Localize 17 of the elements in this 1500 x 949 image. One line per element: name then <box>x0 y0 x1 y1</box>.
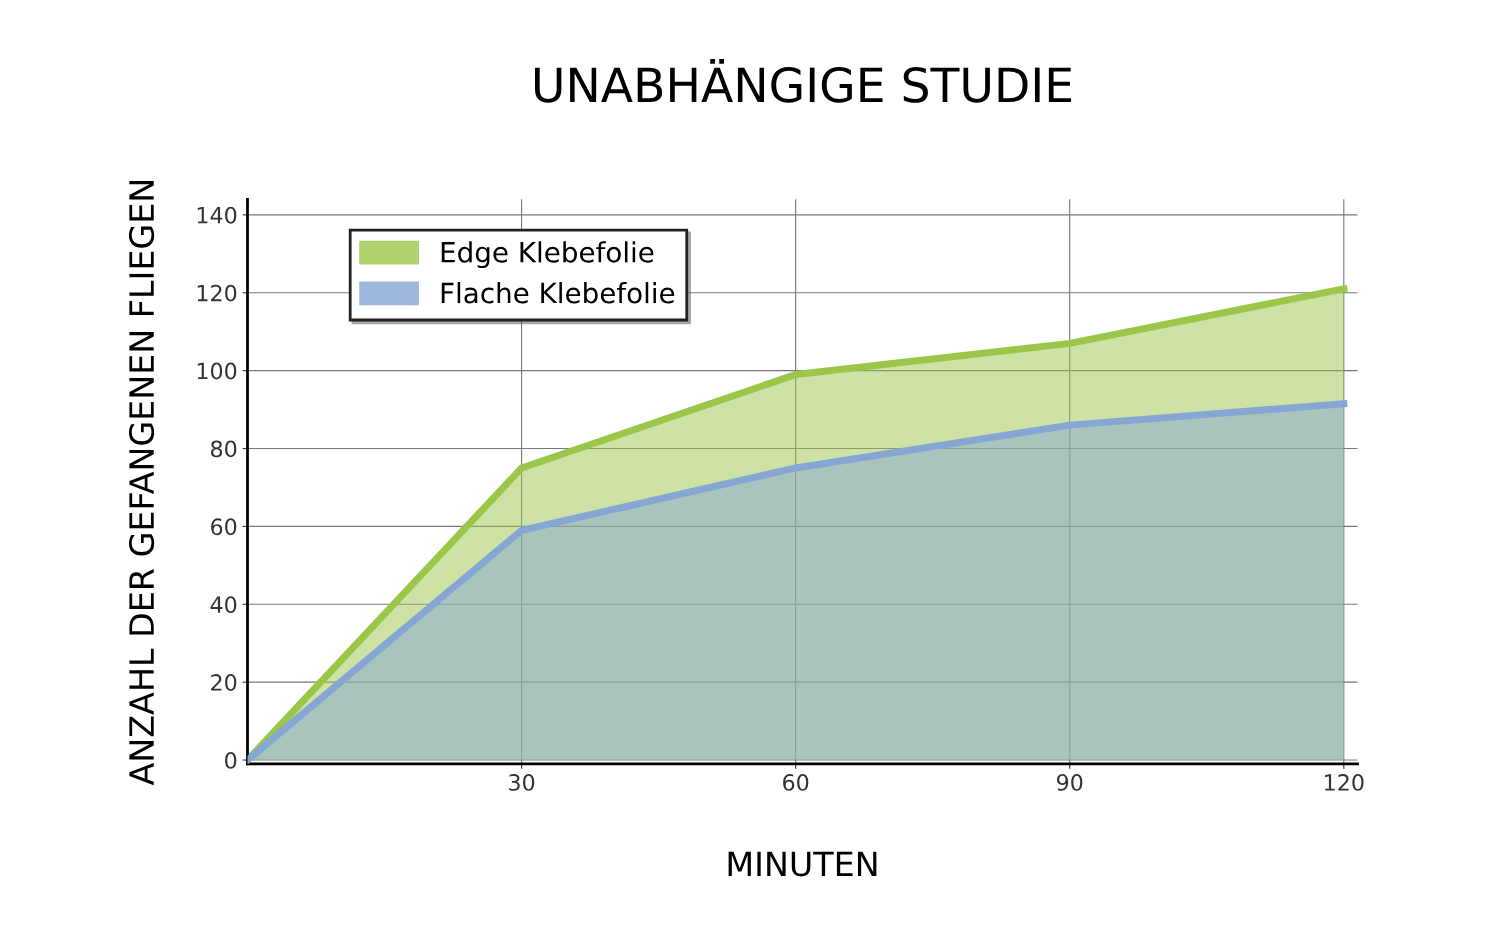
y-tick-label: 140 <box>197 206 237 224</box>
x-tick-label: 90 <box>1056 774 1083 791</box>
y-tick-label: 100 <box>197 362 237 380</box>
y-tick-label: 60 <box>211 518 237 536</box>
x-tick-label: 60 <box>783 774 809 791</box>
legend-label: Edge Klebefolie <box>441 241 654 269</box>
y-tick-label: 40 <box>210 596 237 614</box>
y-tick-label: 120 <box>197 284 237 302</box>
legend-label: Flache Klebefolie <box>441 282 675 304</box>
x-tick-label: 30 <box>509 774 535 791</box>
x-tick-label: 120 <box>1325 774 1364 791</box>
y-tick-label: 20 <box>211 674 237 691</box>
y-tick-label: 80 <box>211 440 237 458</box>
x-axis-title: MINUTEN <box>728 851 877 877</box>
y-tick-label: 0 <box>225 752 237 769</box>
chart-title: UNABHÄNGIGE STUDIE <box>535 59 1072 103</box>
y-axis-title: ANZAHL DER GEFANGENEN FLIEGEN <box>128 181 155 786</box>
